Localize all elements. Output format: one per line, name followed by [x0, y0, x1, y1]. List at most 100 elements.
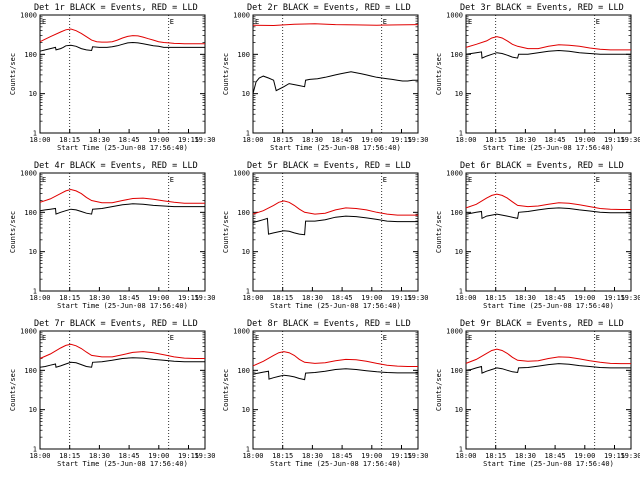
- events-series-line: [252, 215, 418, 236]
- chart-title: Det 4r BLACK = Events, RED = LLD: [34, 161, 198, 171]
- x-tick-label: 19:30: [194, 294, 215, 302]
- y-axis-label: Counts/sec: [435, 369, 443, 411]
- x-tick-label: 19:30: [194, 452, 215, 460]
- chart-panel-6: Det 6r BLACK = Events, RED = LLD E E 1 10 100…: [435, 161, 640, 310]
- x-tick-label: 19:15: [178, 452, 199, 460]
- x-axis-label: Start Time (25-Jun-08 17:56:40): [57, 302, 188, 310]
- y-axis-label: Counts/sec: [9, 369, 17, 411]
- x-tick-label: 19:15: [391, 294, 412, 302]
- x-tick-label: 18:30: [89, 452, 110, 460]
- y-tick-label: 10: [455, 90, 463, 98]
- x-tick-label: 18:45: [332, 452, 353, 460]
- chart-title: Det 7r BLACK = Events, RED = LLD: [34, 319, 198, 329]
- events-series-line: [39, 357, 205, 368]
- marker-label: E: [383, 334, 387, 342]
- x-tick-label: 18:00: [455, 136, 476, 144]
- lld-series-line: [39, 188, 205, 204]
- x-axis-label: Start Time (25-Jun-08 17:56:40): [270, 144, 401, 152]
- y-tick-label: 10: [29, 90, 37, 98]
- events-series-line: [39, 41, 205, 52]
- x-tick-label: 18:00: [242, 452, 263, 460]
- lld-series-line: [465, 193, 631, 210]
- x-tick-label: 19:00: [148, 452, 169, 460]
- x-tick-label: 18:15: [59, 452, 80, 460]
- x-tick-label: 18:30: [515, 294, 536, 302]
- y-axis-label: Counts/sec: [9, 53, 17, 95]
- y-tick-label: 10: [29, 406, 37, 414]
- x-tick-label: 18:15: [59, 294, 80, 302]
- plot-frame: [465, 172, 632, 292]
- chart-title: Det 1r BLACK = Events, RED = LLD: [34, 3, 198, 13]
- x-axis-label: Start Time (25-Jun-08 17:56:40): [57, 144, 188, 152]
- y-axis-label: Counts/sec: [222, 369, 230, 411]
- y-tick-label: 100: [450, 367, 463, 375]
- plot-frame: [252, 330, 419, 450]
- x-tick-label: 18:00: [242, 294, 263, 302]
- y-tick-label: 1000: [233, 170, 250, 178]
- marker-label: E: [468, 176, 472, 184]
- y-tick-label: 1000: [233, 328, 250, 336]
- x-tick-label: 18:15: [485, 294, 506, 302]
- x-tick-label: 18:15: [485, 452, 506, 460]
- y-tick-label: 10: [29, 248, 37, 256]
- chart-panel-2: Det 2r BLACK = Events, RED = LLD E E 1 10 100…: [222, 3, 429, 152]
- lld-series-line: [465, 348, 631, 365]
- chart-panel-1: Det 1r BLACK = Events, RED = LLD E E 1 10 100…: [9, 3, 216, 152]
- y-tick-label: 1: [33, 446, 37, 454]
- chart-panel-5: Det 5r BLACK = Events, RED = LLD E E 1 10 100…: [222, 161, 429, 310]
- events-series-line: [465, 363, 631, 374]
- x-tick-label: 19:00: [361, 294, 382, 302]
- y-tick-label: 1: [459, 446, 463, 454]
- chart-panel-3: Det 3r BLACK = Events, RED = LLD E E 1 10 100…: [435, 3, 640, 152]
- marker-label: E: [255, 18, 259, 26]
- x-tick-label: 19:00: [574, 294, 595, 302]
- x-tick-label: 19:15: [391, 452, 412, 460]
- events-series-line: [252, 368, 418, 381]
- x-tick-label: 19:00: [574, 452, 595, 460]
- marker-label: E: [42, 176, 46, 184]
- y-tick-label: 1: [459, 130, 463, 138]
- y-tick-label: 100: [24, 51, 37, 59]
- x-tick-label: 18:00: [455, 452, 476, 460]
- x-tick-label: 18:00: [242, 136, 263, 144]
- x-tick-label: 19:15: [391, 136, 412, 144]
- y-tick-label: 1: [33, 288, 37, 296]
- x-tick-label: 18:30: [89, 294, 110, 302]
- x-tick-label: 18:45: [545, 452, 566, 460]
- events-series-line: [465, 49, 631, 59]
- plot-frame: [39, 330, 206, 450]
- y-tick-label: 10: [242, 406, 250, 414]
- x-tick-label: 18:45: [119, 452, 140, 460]
- lld-series-line: [39, 28, 205, 45]
- x-tick-label: 18:45: [545, 136, 566, 144]
- x-tick-label: 19:00: [574, 136, 595, 144]
- x-tick-label: 18:45: [332, 294, 353, 302]
- marker-label: E: [383, 18, 387, 26]
- plot-frame: [465, 14, 632, 134]
- y-tick-label: 100: [24, 367, 37, 375]
- x-tick-label: 18:30: [515, 136, 536, 144]
- events-series-line: [39, 203, 205, 215]
- x-tick-label: 18:45: [119, 136, 140, 144]
- x-tick-label: 18:00: [29, 452, 50, 460]
- y-tick-label: 10: [455, 406, 463, 414]
- x-tick-label: 18:30: [302, 136, 323, 144]
- chart-panel-8: Det 8r BLACK = Events, RED = LLD E E 1 10 100…: [222, 319, 429, 468]
- x-tick-label: 19:30: [620, 294, 640, 302]
- plot-frame: [39, 172, 206, 292]
- x-axis-label: Start Time (25-Jun-08 17:56:40): [483, 460, 614, 468]
- chart-panel-4: Det 4r BLACK = Events, RED = LLD E E 1 10 100…: [9, 161, 216, 310]
- x-tick-label: 18:15: [485, 136, 506, 144]
- lld-series-line: [39, 343, 205, 359]
- x-axis-label: Start Time (25-Jun-08 17:56:40): [483, 144, 614, 152]
- events-series-line: [465, 207, 631, 220]
- chart-title: Det 9r BLACK = Events, RED = LLD: [460, 319, 624, 329]
- y-axis-label: Counts/sec: [9, 211, 17, 253]
- x-axis-label: Start Time (25-Jun-08 17:56:40): [57, 460, 188, 468]
- y-tick-label: 1: [459, 288, 463, 296]
- x-axis-label: Start Time (25-Jun-08 17:56:40): [270, 302, 401, 310]
- events-series-line: [252, 71, 418, 94]
- y-tick-label: 100: [24, 209, 37, 217]
- y-tick-label: 100: [237, 209, 250, 217]
- marker-label: E: [596, 18, 600, 26]
